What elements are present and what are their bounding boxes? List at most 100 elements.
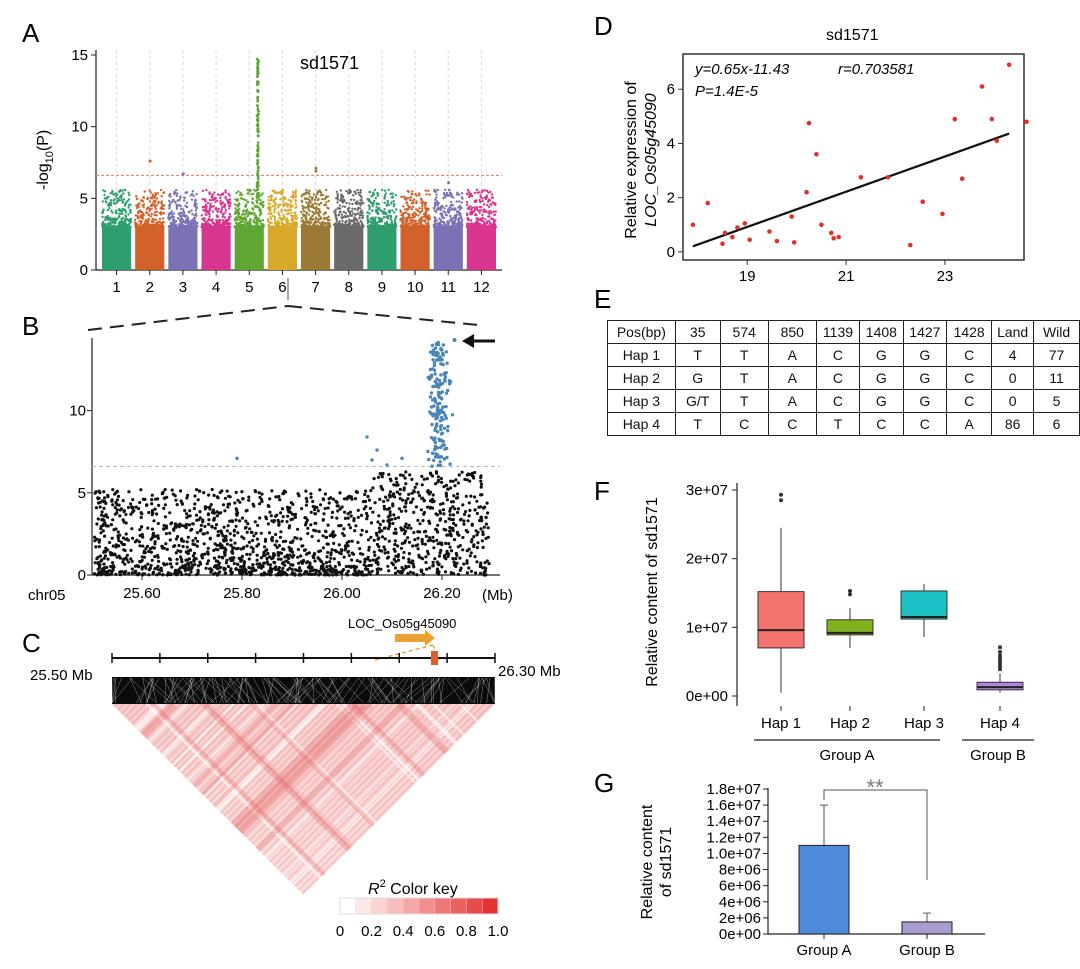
regional-point xyxy=(437,554,442,558)
regional-point xyxy=(446,554,450,559)
gwas-point xyxy=(208,218,211,222)
regional-point xyxy=(435,571,439,575)
regional-point xyxy=(474,571,478,575)
regional-point xyxy=(479,527,483,531)
regional-point xyxy=(456,481,460,485)
regional-point xyxy=(484,566,488,571)
gwas-point xyxy=(170,216,173,219)
gwas-point xyxy=(314,169,318,173)
gwas-point xyxy=(493,213,496,216)
regional-point xyxy=(275,573,279,577)
regional-point xyxy=(481,545,485,550)
gwas-point xyxy=(366,198,369,201)
gwas-point xyxy=(146,224,149,227)
regional-point xyxy=(467,514,471,518)
panel-a-ylabel: -log10(P) xyxy=(35,130,56,190)
regional-point xyxy=(321,534,325,538)
regional-point xyxy=(109,523,113,527)
significant-point xyxy=(437,378,442,383)
gwas-point xyxy=(285,221,289,225)
gwas-point xyxy=(190,209,193,212)
gwas-point xyxy=(485,196,489,199)
gwas-point xyxy=(465,192,469,196)
gwas-point xyxy=(137,203,140,206)
regional-point xyxy=(475,546,479,550)
regional-point xyxy=(479,493,483,497)
regional-point xyxy=(183,563,188,567)
gwas-point xyxy=(478,219,482,222)
regional-point xyxy=(386,527,390,531)
gwas-point xyxy=(383,201,386,204)
regional-point xyxy=(175,572,179,577)
regional-point xyxy=(465,478,469,482)
gwas-point xyxy=(119,195,122,199)
regional-point xyxy=(323,492,327,496)
gwas-point xyxy=(269,194,273,197)
regional-point xyxy=(111,561,115,565)
gwas-point xyxy=(206,201,210,205)
gwas-point xyxy=(227,207,231,210)
regional-point xyxy=(410,477,414,481)
regional-point xyxy=(435,528,439,532)
peak-point xyxy=(255,162,259,166)
gwas-point xyxy=(307,201,310,204)
gwas-point xyxy=(224,191,227,194)
gwas-point xyxy=(399,209,402,212)
regional-point xyxy=(393,566,397,570)
gwas-point xyxy=(404,198,408,201)
gwas-point xyxy=(141,204,144,207)
regional-point xyxy=(427,519,431,523)
peak-point xyxy=(256,158,259,162)
regional-point xyxy=(255,553,259,557)
gwas-point xyxy=(151,218,154,221)
gwas-point xyxy=(368,190,371,194)
regional-point xyxy=(226,502,230,506)
gwas-point xyxy=(162,221,165,224)
gwas-point xyxy=(466,188,470,192)
regional-point xyxy=(251,538,255,543)
gwas-point xyxy=(427,189,430,192)
regional-point xyxy=(316,509,320,513)
gwas-point xyxy=(150,223,153,226)
gwas-point xyxy=(160,211,163,214)
gwas-point xyxy=(414,192,417,196)
gwas-point xyxy=(189,194,192,197)
gwas-point xyxy=(142,196,145,199)
gwas-point xyxy=(338,207,342,210)
peak-point xyxy=(255,192,259,195)
gwas-point xyxy=(286,219,290,222)
regional-point xyxy=(407,523,411,527)
regional-point xyxy=(254,490,258,494)
regional-point xyxy=(245,508,249,513)
gwas-point xyxy=(460,206,463,210)
gwas-point xyxy=(155,223,159,226)
gwas-point xyxy=(434,189,437,193)
gwas-point xyxy=(394,218,397,221)
gwas-point xyxy=(168,203,171,206)
gwas-point xyxy=(306,203,310,207)
regional-point xyxy=(479,515,483,519)
gwas-point xyxy=(305,201,308,204)
regional-point xyxy=(262,545,267,549)
regional-point xyxy=(412,565,416,569)
regional-point xyxy=(326,523,330,527)
regional-point xyxy=(217,555,221,559)
regional-point xyxy=(416,490,420,494)
gwas-point xyxy=(128,221,132,224)
gwas-point xyxy=(294,211,297,214)
regional-point xyxy=(456,496,460,500)
gwas-point xyxy=(412,218,415,222)
regional-point xyxy=(131,498,135,502)
gwas-point xyxy=(257,225,261,228)
chromosome-point-band xyxy=(234,225,264,270)
gwas-point xyxy=(178,218,181,221)
gwas-point xyxy=(485,210,488,213)
gwas-point xyxy=(239,191,242,194)
gwas-point xyxy=(374,223,377,226)
regional-point xyxy=(111,518,115,522)
panel-label-a: A xyxy=(22,18,40,48)
regional-point xyxy=(268,497,272,501)
gwas-point xyxy=(245,199,248,202)
gwas-point xyxy=(487,215,490,218)
gwas-point xyxy=(452,196,455,199)
